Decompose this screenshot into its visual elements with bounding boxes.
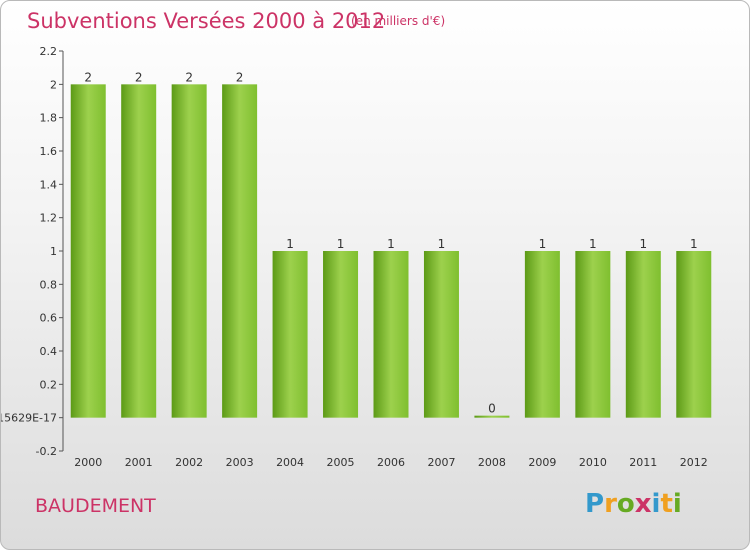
y-tick-label: 1.8 [40, 112, 58, 125]
bar-2006 [373, 251, 409, 418]
y-tick-label: 0.6 [40, 312, 58, 325]
x-tick-label-2012: 2012 [680, 456, 708, 469]
logo-letter: o [616, 489, 635, 519]
data-label-2006: 1 [387, 237, 395, 251]
y-tick-label: 0.4 [40, 345, 58, 358]
x-tick-label-2010: 2010 [579, 456, 607, 469]
x-tick-label-2003: 2003 [226, 456, 254, 469]
data-label-2011: 1 [639, 237, 647, 251]
y-tick-label: -1.15629E-17 [1, 412, 57, 425]
logo-letter: P [585, 489, 605, 519]
logo-letter: t [660, 489, 673, 519]
data-label-2010: 1 [589, 237, 597, 251]
x-tick-label-2008: 2008 [478, 456, 506, 469]
bar-2007 [423, 251, 459, 418]
proxiti-logo: Proxiti [585, 489, 682, 519]
data-label-2003: 2 [236, 70, 244, 84]
logo-letter: i [672, 489, 682, 519]
x-tick-label-2009: 2009 [528, 456, 556, 469]
x-tick-label-2001: 2001 [125, 456, 153, 469]
data-label-2001: 2 [135, 70, 143, 84]
data-label-2007: 1 [438, 237, 446, 251]
x-tick-label-2011: 2011 [629, 456, 657, 469]
bar-2008 [474, 415, 510, 418]
x-tick-label-2007: 2007 [427, 456, 455, 469]
logo-letter: x [634, 489, 652, 519]
data-label-2009: 1 [539, 237, 547, 251]
chart-subtitle: (en milliers d'€) [351, 14, 446, 28]
x-tick-label-2006: 2006 [377, 456, 405, 469]
y-tick-label: 1 [50, 245, 57, 258]
x-tick-label-2004: 2004 [276, 456, 304, 469]
data-label-2008: 0 [488, 402, 496, 416]
logo-letter: r [604, 489, 617, 519]
y-tick-label: 0.2 [40, 378, 58, 391]
bar-2009 [524, 251, 560, 418]
data-label-2005: 1 [337, 237, 345, 251]
y-tick-label: 1.2 [40, 212, 58, 225]
data-label-2004: 1 [286, 237, 294, 251]
bar-2003 [222, 84, 258, 418]
y-tick-label: 1.4 [40, 178, 58, 191]
bar-2002 [171, 84, 207, 418]
chart-title: Subventions Versées 2000 à 2012 [27, 9, 386, 33]
bar-2005 [323, 251, 359, 418]
y-tick-label: 2 [50, 78, 57, 91]
data-label-2012: 1 [690, 237, 698, 251]
bar-2012 [676, 251, 712, 418]
y-tick-label: -0.2 [36, 445, 57, 458]
y-tick-label: 0.8 [40, 278, 58, 291]
bar-2000 [70, 84, 106, 418]
data-label-2002: 2 [185, 70, 193, 84]
data-label-2000: 2 [84, 70, 92, 84]
bar-2001 [121, 84, 157, 418]
commune-name: BAUDEMENT [35, 495, 156, 517]
x-tick-label-2000: 2000 [74, 456, 102, 469]
y-tick-label: 2.2 [40, 45, 58, 58]
logo-letter: i [651, 489, 661, 519]
bar-2011 [625, 251, 661, 418]
x-tick-label-2005: 2005 [327, 456, 355, 469]
bar-2004 [272, 251, 308, 418]
bar-2010 [575, 251, 611, 418]
y-tick-label: 1.6 [40, 145, 58, 158]
x-tick-label-2002: 2002 [175, 456, 203, 469]
